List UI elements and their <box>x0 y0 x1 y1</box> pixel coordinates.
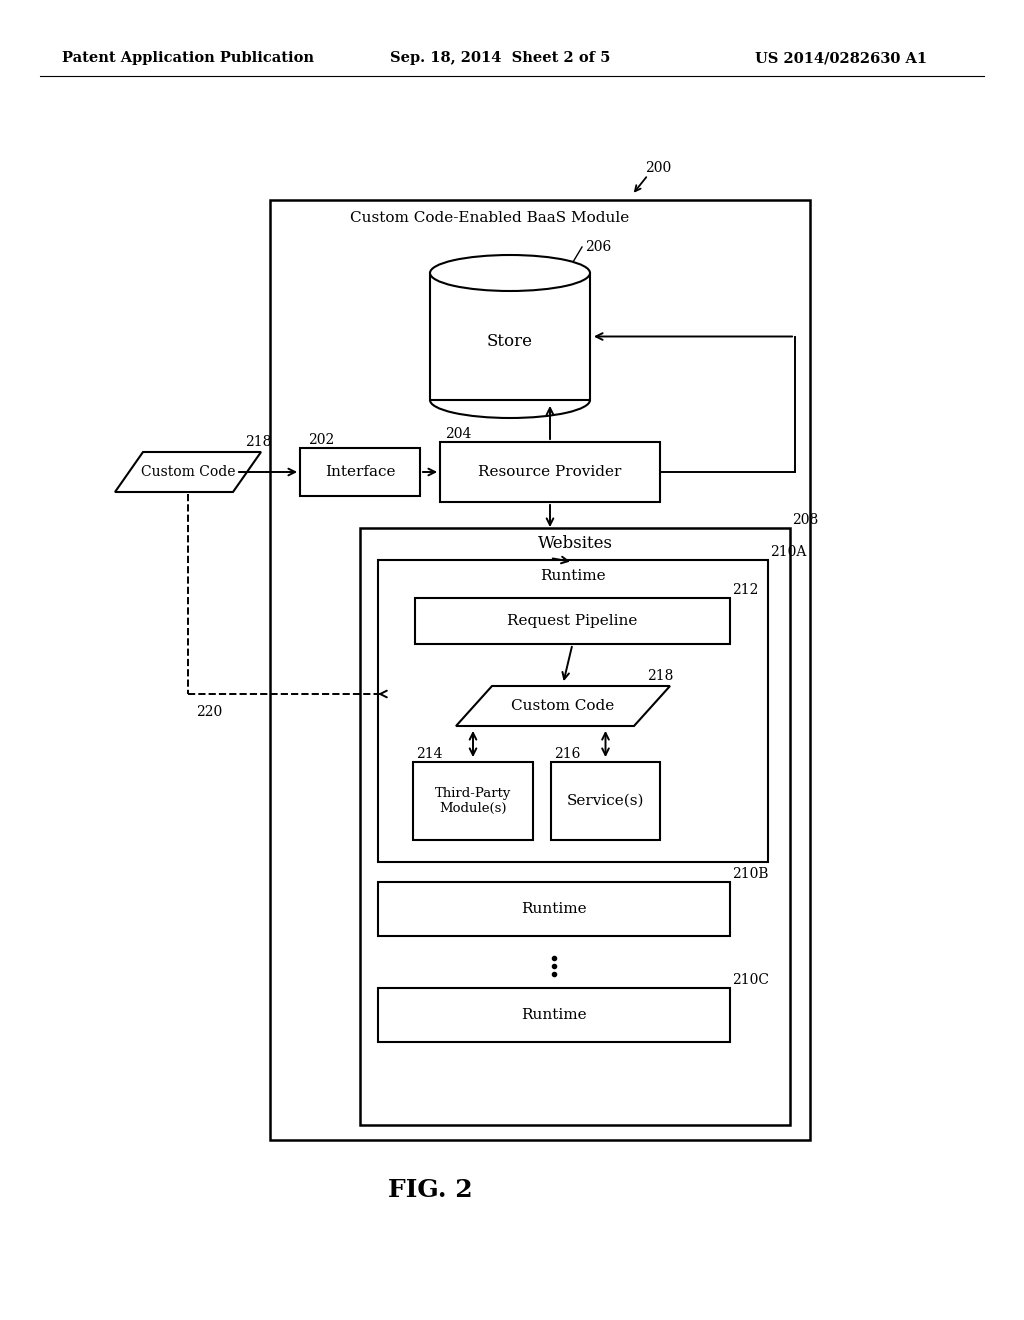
Bar <box>551 762 660 840</box>
Text: US 2014/0282630 A1: US 2014/0282630 A1 <box>755 51 927 65</box>
Text: 210B: 210B <box>732 867 768 880</box>
Text: 214: 214 <box>416 747 442 762</box>
Text: Resource Provider: Resource Provider <box>478 465 622 479</box>
Text: 212: 212 <box>732 583 759 597</box>
Text: Runtime: Runtime <box>521 1008 587 1022</box>
Text: 208: 208 <box>792 513 818 527</box>
Text: Store: Store <box>487 333 534 350</box>
Text: 200: 200 <box>645 161 672 176</box>
Bar <box>270 201 810 1140</box>
Bar <box>360 528 790 1125</box>
Bar <box>415 598 730 644</box>
Text: 220: 220 <box>196 705 222 719</box>
Text: Websites: Websites <box>538 536 612 553</box>
Text: 206: 206 <box>585 240 611 253</box>
Text: Custom Code: Custom Code <box>511 700 614 713</box>
Text: Interface: Interface <box>325 465 395 479</box>
Polygon shape <box>456 686 670 726</box>
Text: 202: 202 <box>308 433 334 447</box>
Text: 210C: 210C <box>732 973 769 987</box>
Text: Custom Code-Enabled BaaS Module: Custom Code-Enabled BaaS Module <box>350 211 630 224</box>
Bar <box>300 447 420 496</box>
Bar <box>378 560 768 862</box>
Ellipse shape <box>430 255 590 290</box>
Text: 218: 218 <box>245 436 271 449</box>
Text: 204: 204 <box>445 426 471 441</box>
Text: Patent Application Publication: Patent Application Publication <box>62 51 314 65</box>
Text: Runtime: Runtime <box>541 569 606 583</box>
Bar <box>440 442 660 502</box>
Text: Service(s): Service(s) <box>566 795 644 808</box>
Text: Runtime: Runtime <box>521 902 587 916</box>
Bar <box>430 273 590 400</box>
Text: Custom Code: Custom Code <box>140 465 236 479</box>
Bar <box>378 882 730 936</box>
Bar <box>413 762 534 840</box>
Text: 210A: 210A <box>770 545 806 558</box>
Text: 218: 218 <box>647 669 674 682</box>
Text: FIG. 2: FIG. 2 <box>388 1177 472 1203</box>
Text: 216: 216 <box>554 747 581 762</box>
Bar <box>378 987 730 1041</box>
Text: Third-Party
Module(s): Third-Party Module(s) <box>435 787 511 814</box>
Polygon shape <box>115 451 261 492</box>
Text: Request Pipeline: Request Pipeline <box>507 614 638 628</box>
Text: Sep. 18, 2014  Sheet 2 of 5: Sep. 18, 2014 Sheet 2 of 5 <box>390 51 610 65</box>
